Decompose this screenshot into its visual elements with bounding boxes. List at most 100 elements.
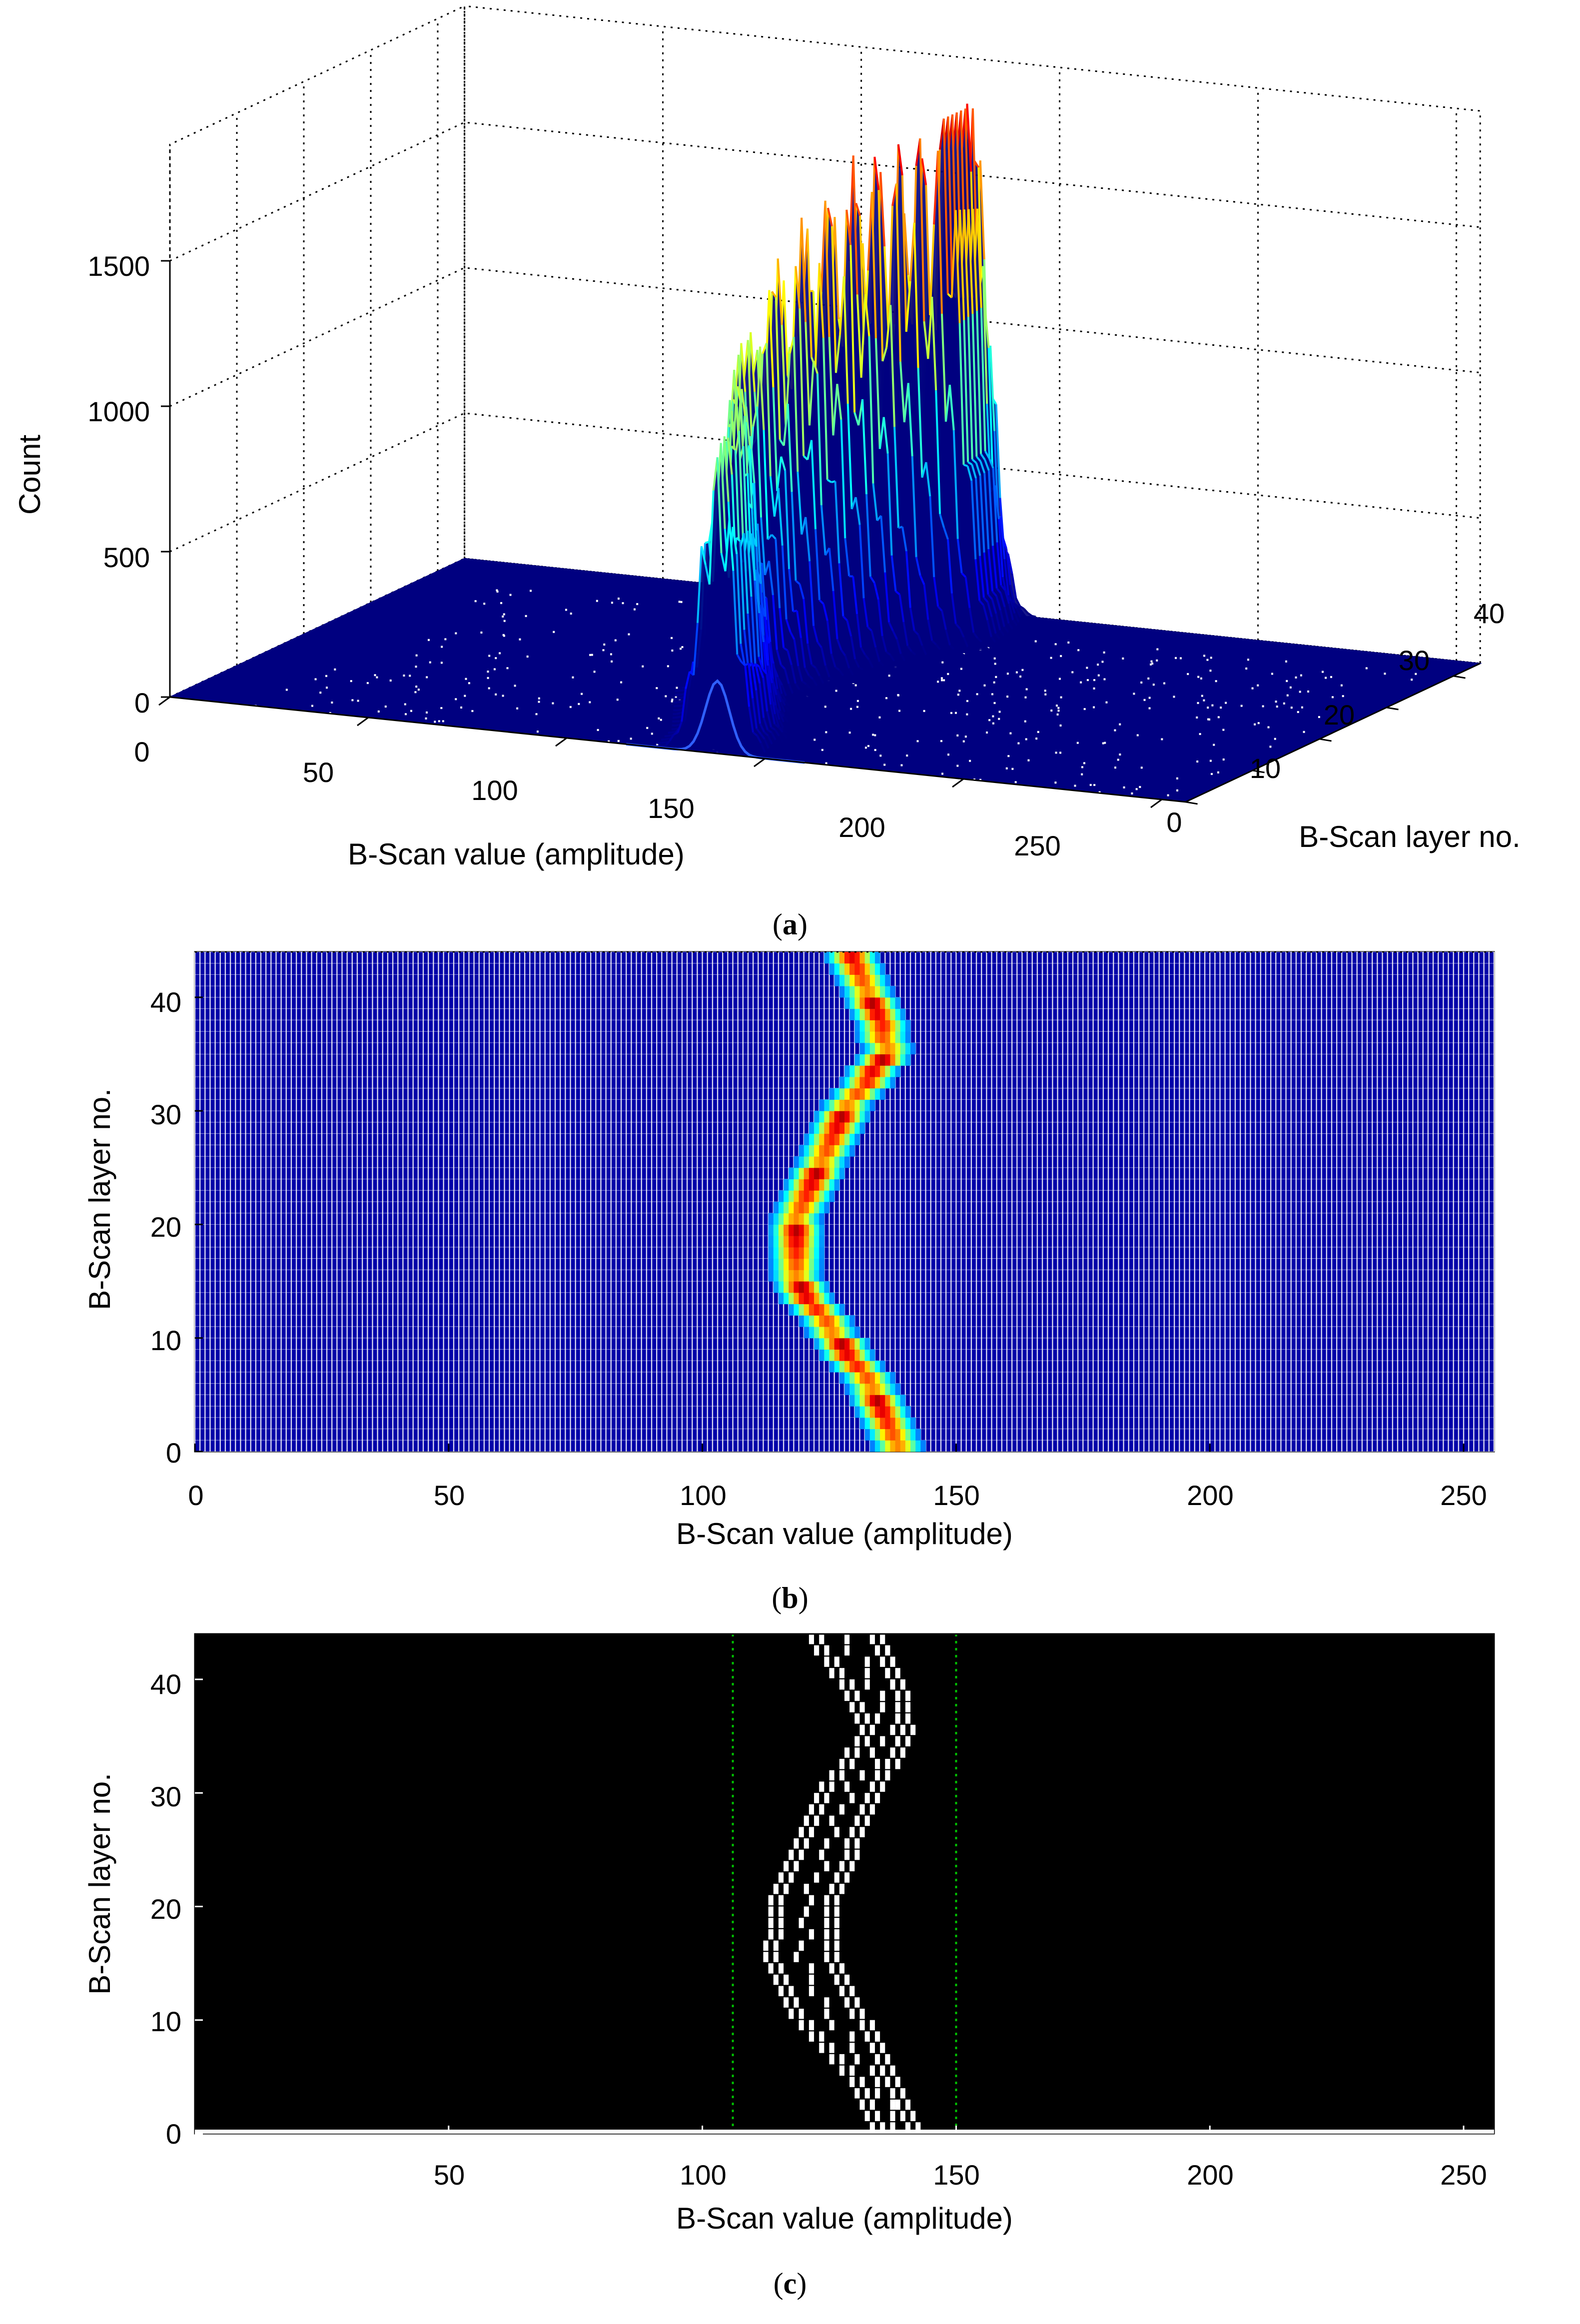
b-peak-cell	[793, 1213, 799, 1225]
c-mark-cell	[768, 1895, 774, 1906]
a-ridge-segment	[848, 668, 854, 676]
b-peak-cell	[803, 1258, 809, 1270]
a-ridge-segment	[766, 711, 773, 728]
c-mark-cell	[874, 1793, 880, 1803]
b-peak-cell	[808, 1122, 814, 1134]
b-peak-cell	[793, 1179, 799, 1191]
a-ridge-segment	[1003, 646, 1008, 650]
a-ridge-segment	[1023, 608, 1029, 614]
a-ridge-segment	[820, 647, 826, 666]
a-ridge-segment	[917, 634, 923, 646]
a-ridge-segment	[790, 744, 795, 747]
b-peak-cell	[803, 1190, 809, 1202]
b-peak-cell	[854, 1031, 860, 1043]
c-mark-cell	[854, 1690, 860, 1701]
a-ridge-segment	[804, 699, 809, 703]
c-mark-cell	[880, 1656, 885, 1667]
a-mesh-dot	[519, 638, 521, 641]
c-mark-cell	[808, 1895, 814, 1906]
a-x-tick-150: 150	[648, 792, 694, 824]
c-mark-cell	[819, 1849, 824, 1860]
b-peak-cell	[864, 1088, 870, 1100]
a-ridge-segment	[1024, 620, 1029, 624]
a-ridge-segment	[942, 118, 949, 294]
a-ridge-segment	[796, 695, 801, 699]
a-mesh-dot	[565, 609, 567, 611]
b-peak-cell	[808, 1213, 814, 1225]
b-peak-cell	[798, 1304, 804, 1316]
panel-b-heatmap: 0 50 100 150 200 250 0 10 20 30 40 B-Sca…	[83, 951, 1495, 1614]
a-ridge-segment	[925, 654, 931, 659]
b-peak-cell	[808, 1179, 814, 1191]
a-ridge-segment	[964, 577, 971, 608]
a-mesh-dot	[496, 589, 498, 592]
b-peak-cell	[874, 1395, 880, 1407]
b-peak-cell	[864, 986, 870, 998]
a-ridge-segment	[792, 716, 797, 720]
a-ridge-segment	[1019, 605, 1025, 610]
c-mark-cell	[789, 1986, 794, 1996]
a-mesh-dot	[617, 740, 620, 742]
a-ridge-segment	[739, 541, 746, 630]
a-ridge-segment	[933, 658, 939, 662]
a-mesh-dot	[319, 692, 322, 694]
c-mark-cell	[844, 1974, 850, 1985]
a-ridge-segment	[987, 549, 994, 592]
b-peak-cell	[784, 1270, 789, 1282]
c-mark-cell	[844, 1872, 850, 1883]
a-ridge-segment	[784, 705, 790, 713]
b-peak-cell	[808, 1304, 814, 1316]
a-mesh-dot	[1083, 708, 1086, 711]
c-mark-cell	[869, 2043, 875, 2053]
a-mesh-dot	[1307, 690, 1310, 693]
a-ridge-segment	[743, 533, 749, 614]
a-ridge-segment	[761, 563, 767, 620]
c-mark-cell	[829, 1781, 834, 1792]
b-peak-cell	[854, 1077, 860, 1089]
a-ridge-segment	[945, 629, 951, 646]
b-peak-cell	[824, 1292, 830, 1305]
c-mark-cell	[798, 2009, 804, 2019]
a-mesh-dot	[1019, 675, 1022, 678]
c-mark-cell	[849, 2077, 855, 2087]
a-ridge-segment	[953, 648, 958, 653]
a-ridge-segment	[764, 617, 770, 668]
b-peak-cell	[819, 1111, 824, 1123]
b-peak-cell	[829, 1122, 835, 1134]
a-ridge-segment	[808, 361, 814, 426]
c-mark-cell	[824, 1895, 829, 1906]
a-ridge-segment	[868, 659, 874, 669]
a-mesh-dot	[1009, 732, 1012, 735]
a-ridge-segment	[760, 743, 766, 753]
a-mesh-dot	[1262, 705, 1264, 708]
a-ridge-segment	[982, 266, 988, 404]
a-ridge-segment	[862, 669, 868, 675]
a-mesh-dot	[1197, 702, 1199, 704]
a-ridge-segment	[864, 654, 870, 661]
c-mark-cell	[834, 1918, 839, 1928]
b-peak-cell	[808, 1236, 814, 1248]
a-mesh-dot	[483, 603, 486, 605]
a-ridge-segment	[762, 678, 769, 712]
a-ridge-segment	[994, 485, 1000, 520]
a-y-tickmark	[1386, 707, 1399, 711]
a-mesh-dot	[1093, 679, 1096, 682]
b-peak-cell	[864, 1406, 870, 1418]
c-mark-cell	[824, 1645, 829, 1656]
a-ridge-segment	[814, 263, 820, 368]
c-mark-cell	[864, 1679, 870, 1690]
a-ridge-segment	[995, 404, 1001, 498]
a-ridge-segment	[778, 735, 784, 743]
a-mesh-dot	[464, 695, 466, 697]
c-mark-cell	[854, 1713, 860, 1724]
b-peak-cell	[819, 1281, 824, 1293]
b-peak-cell	[874, 986, 880, 998]
a-ridge-segment	[991, 546, 998, 589]
c-mark-cell	[829, 2054, 834, 2065]
b-peak-cell	[874, 1429, 880, 1441]
a-ridge-segment	[788, 714, 793, 718]
a-ridge-segment	[771, 678, 778, 696]
a-ridge-segment	[867, 626, 872, 632]
a-mesh-dot	[1093, 706, 1095, 709]
a-ridge-segment	[799, 689, 804, 693]
